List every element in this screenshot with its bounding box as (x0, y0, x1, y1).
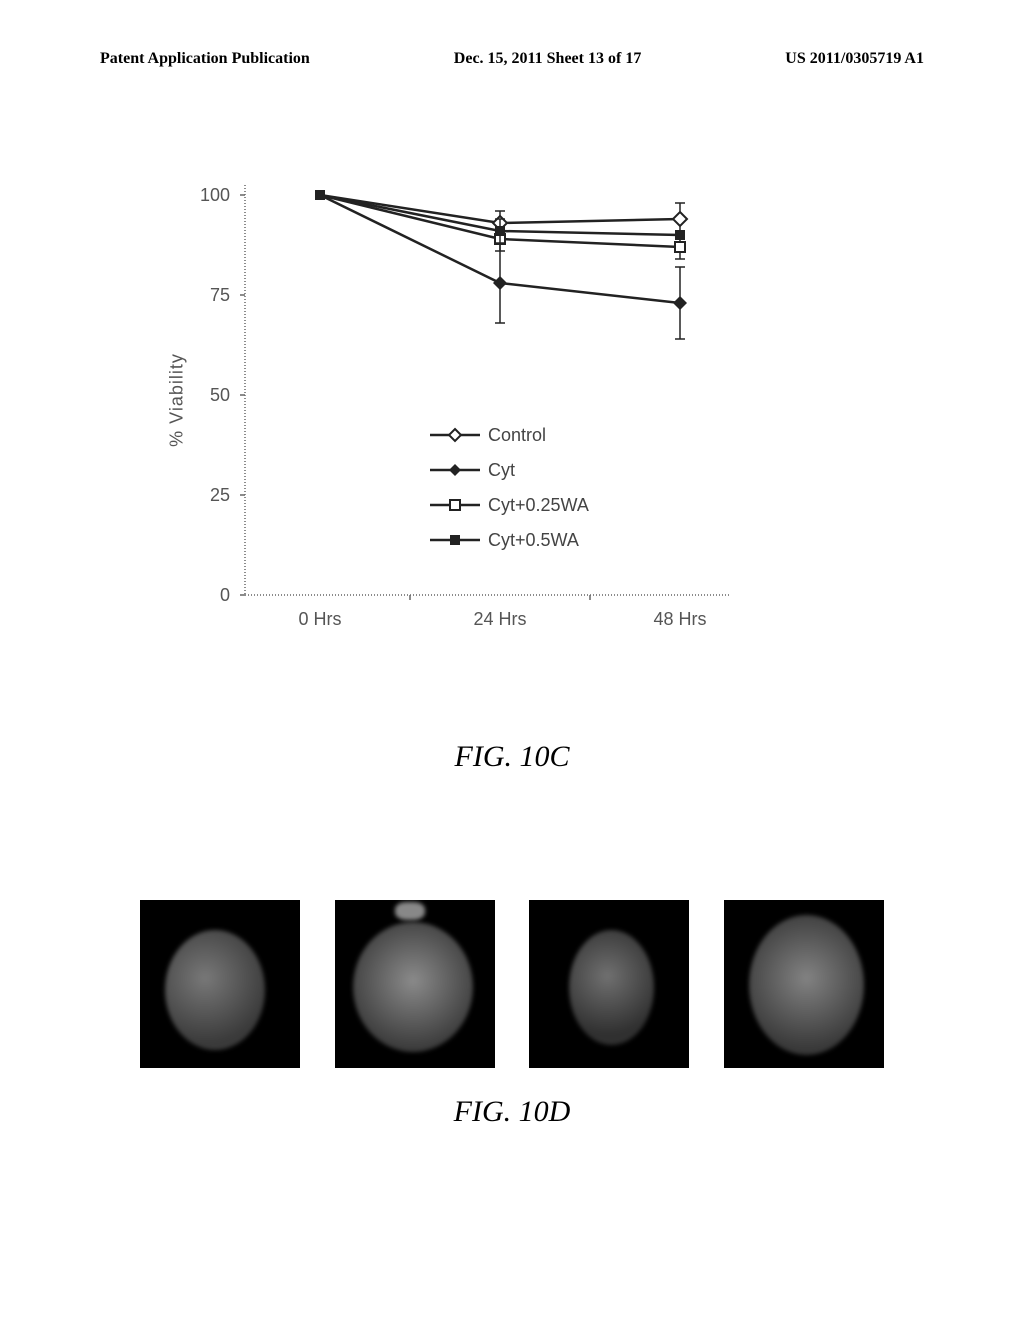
micrograph-3 (529, 900, 689, 1068)
ytick-4: 100 (200, 185, 230, 205)
viability-chart: % Viability 0 25 50 75 100 0 Hrs 24 Hrs … (170, 155, 750, 645)
legend-2: Cyt+0.25WA (488, 495, 589, 515)
micrograph-row (140, 900, 884, 1068)
legend-1: Cyt (488, 460, 515, 480)
header-left: Patent Application Publication (100, 50, 310, 68)
micrograph-2 (335, 900, 495, 1068)
ytick-3: 75 (210, 285, 230, 305)
chart-legend: Control Cyt Cyt+0.25WA Cyt+0.5WA (430, 425, 589, 550)
ytick-2: 50 (210, 385, 230, 405)
page-header: Patent Application Publication Dec. 15, … (0, 50, 1024, 68)
figure-caption-d: FIG. 10D (0, 1095, 1024, 1129)
xtick-0: 0 Hrs (298, 609, 341, 629)
y-ticks: 0 25 50 75 100 (200, 185, 245, 605)
series-cyt (320, 195, 687, 339)
x-ticks: 0 Hrs 24 Hrs 48 Hrs (298, 595, 706, 629)
header-right: US 2011/0305719 A1 (785, 50, 924, 68)
ytick-1: 25 (210, 485, 230, 505)
legend-0: Control (488, 425, 546, 445)
header-center: Dec. 15, 2011 Sheet 13 of 17 (454, 50, 642, 68)
micrograph-4 (724, 900, 884, 1068)
xtick-2: 48 Hrs (653, 609, 706, 629)
ytick-0: 0 (220, 585, 230, 605)
chart-svg: 0 25 50 75 100 0 Hrs 24 Hrs 48 Hrs (170, 155, 750, 645)
legend-3: Cyt+0.5WA (488, 530, 579, 550)
xtick-1: 24 Hrs (473, 609, 526, 629)
micrograph-1 (140, 900, 300, 1068)
figure-caption-c: FIG. 10C (0, 740, 1024, 774)
y-axis-label: % Viability (166, 353, 187, 447)
